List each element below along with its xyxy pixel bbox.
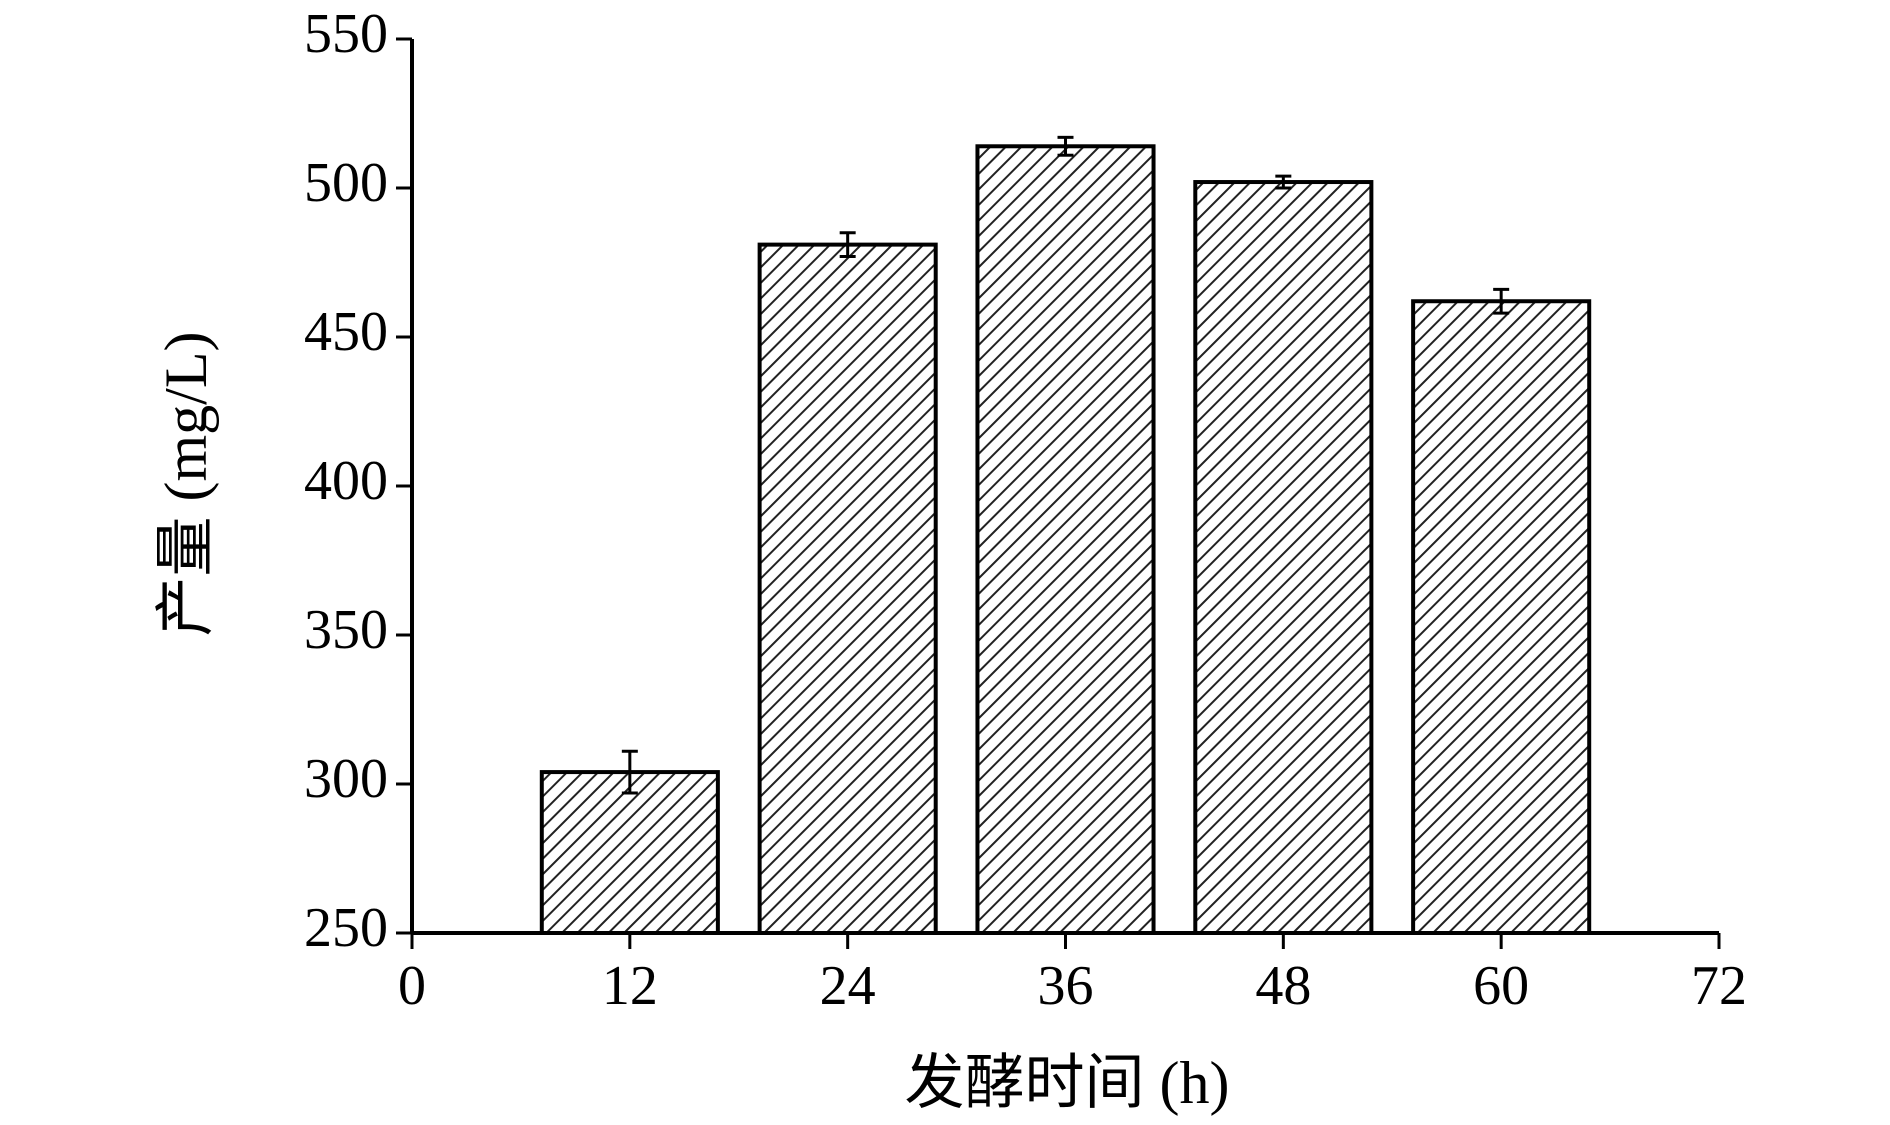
- y-tick-label: 500: [304, 152, 388, 214]
- y-tick-label: 300: [304, 748, 388, 810]
- bar: [539, 770, 720, 936]
- x-axis-title: 发酵时间 (h): [905, 1050, 1230, 1116]
- y-tick-label: 550: [304, 3, 388, 65]
- x-tick-label: 12: [602, 955, 658, 1017]
- x-tick-label: 0: [398, 955, 426, 1017]
- y-axis-title: 产量 (mg/L): [153, 332, 219, 637]
- bar: [975, 144, 1156, 935]
- x-tick-label: 60: [1473, 955, 1529, 1017]
- y-tick-label: 350: [304, 599, 388, 661]
- x-tick-label: 72: [1691, 955, 1747, 1017]
- y-tick-label: 250: [304, 897, 388, 959]
- x-tick-label: 48: [1255, 955, 1311, 1017]
- bar: [1411, 299, 1592, 935]
- x-tick-label: 36: [1038, 955, 1094, 1017]
- y-tick-label: 450: [304, 301, 388, 363]
- x-tick-label: 24: [820, 955, 876, 1017]
- bar: [757, 242, 938, 935]
- bar: [1193, 180, 1374, 936]
- y-tick-label: 400: [304, 450, 388, 512]
